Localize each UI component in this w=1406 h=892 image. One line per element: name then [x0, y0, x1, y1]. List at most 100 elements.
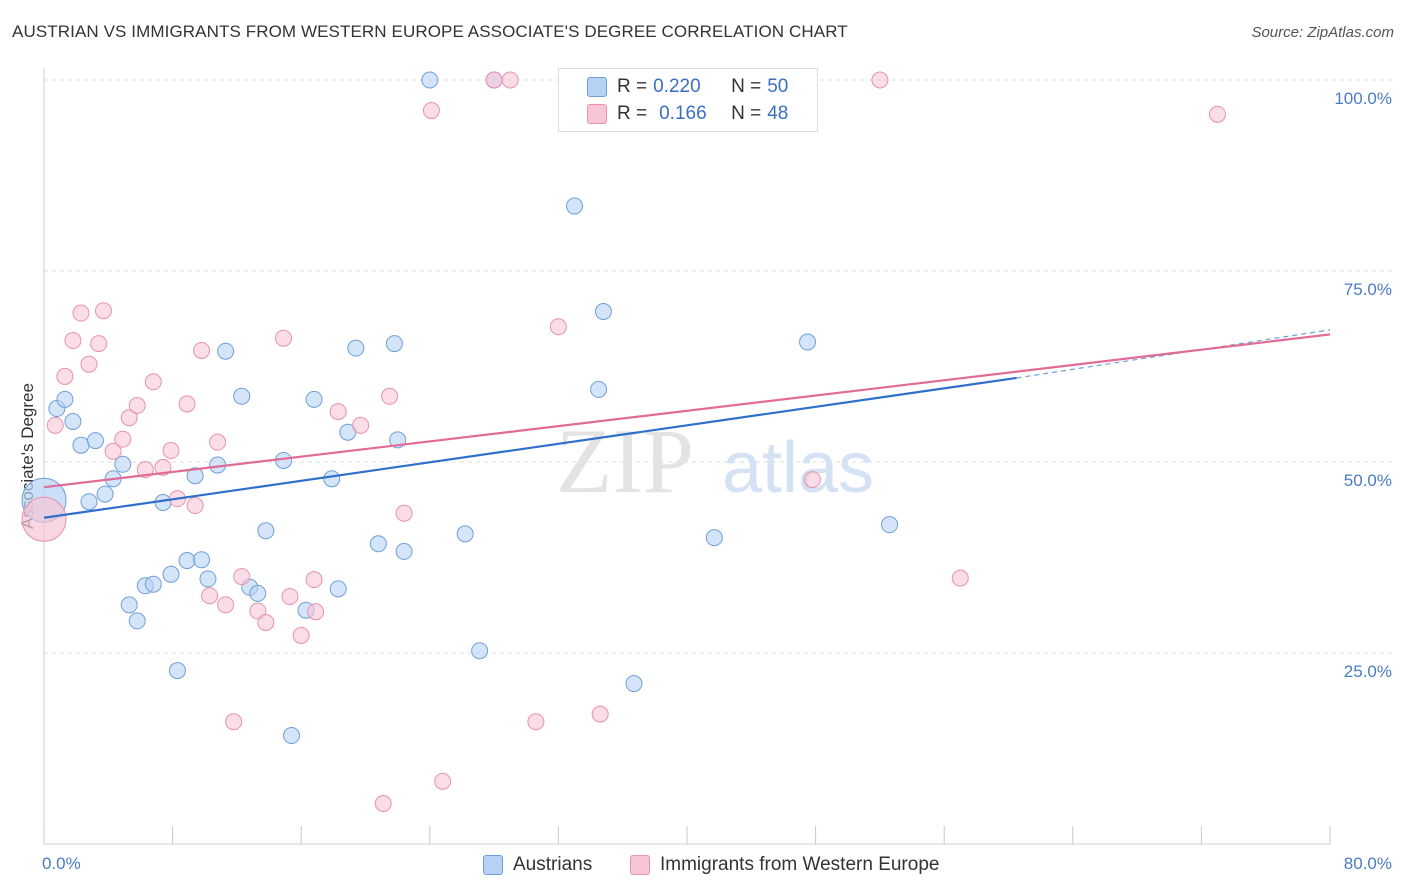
- trend-austrians-extension: [1016, 329, 1331, 379]
- data-point: [395, 542, 413, 560]
- y-tick-label: 75.0%: [1344, 280, 1392, 299]
- data-point: [144, 373, 162, 391]
- data-point: [257, 613, 275, 631]
- data-point: [120, 409, 138, 427]
- data-point: [193, 551, 211, 569]
- legend-swatch-austrians: [587, 77, 607, 97]
- data-point: [951, 569, 969, 587]
- data-point: [305, 390, 323, 408]
- data-point: [186, 467, 204, 485]
- series-immigrants: [21, 71, 1226, 813]
- data-point: [347, 339, 365, 357]
- n-label: N =: [731, 76, 762, 97]
- data-point: [96, 485, 114, 503]
- stats-row-austrians: R = 0.220 N = 50: [587, 75, 788, 99]
- r-label: R =: [617, 76, 648, 97]
- data-point: [199, 570, 217, 588]
- data-point: [329, 403, 347, 421]
- data-point: [799, 333, 817, 351]
- legend-swatch-immigrants: [630, 855, 650, 875]
- watermark-atlas: atlas: [722, 428, 874, 508]
- trend-lines: [43, 329, 1331, 519]
- data-point: [625, 675, 643, 693]
- data-point: [275, 329, 293, 347]
- data-point: [594, 302, 612, 320]
- data-point: [549, 318, 567, 336]
- data-point: [590, 380, 608, 398]
- data-point: [154, 458, 172, 476]
- legend-item-austrians: Austrians: [483, 852, 592, 878]
- data-point: [178, 552, 196, 570]
- data-point: [471, 642, 489, 660]
- data-point: [292, 626, 310, 644]
- n-value: 50: [767, 76, 789, 97]
- r-value: 0.166: [659, 103, 707, 124]
- y-tick-label: 100.0%: [1334, 89, 1392, 108]
- data-point: [94, 302, 112, 320]
- r-value: 0.220: [653, 76, 701, 97]
- trend-austrians: [43, 376, 1017, 519]
- data-point: [90, 335, 108, 353]
- legend-label-immigrants: Immigrants from Western Europe: [660, 854, 940, 875]
- data-point: [128, 612, 146, 630]
- stats-row-immigrants: R = 0.166 N = 48: [587, 102, 788, 126]
- data-point: [120, 596, 138, 614]
- data-point: [193, 341, 211, 359]
- data-point: [527, 713, 545, 731]
- data-point: [485, 71, 503, 89]
- data-point: [329, 580, 347, 598]
- data-point: [209, 433, 227, 451]
- data-point: [72, 304, 90, 322]
- data-point: [374, 795, 392, 813]
- data-point: [201, 587, 219, 605]
- r-label: R =: [617, 103, 648, 124]
- stats-legend: R = 0.220 N = 50 R = 0.166 N = 48: [558, 68, 818, 132]
- data-point: [257, 522, 275, 540]
- legend-swatch-austrians: [483, 855, 503, 875]
- data-point: [168, 662, 186, 680]
- legend-label-austrians: Austrians: [513, 854, 593, 875]
- data-point: [72, 436, 90, 454]
- legend-swatch-immigrants: [587, 104, 607, 124]
- data-point: [395, 504, 413, 522]
- data-point: [86, 432, 104, 450]
- data-point: [21, 496, 67, 542]
- data-point: [114, 430, 132, 448]
- legend-item-immigrants: Immigrants from Western Europe: [630, 852, 939, 878]
- source-label: Source: ZipAtlas.com: [1251, 24, 1394, 41]
- data-point: [281, 587, 299, 605]
- grid-lines: [44, 79, 1392, 654]
- data-point: [233, 568, 251, 586]
- data-point: [881, 516, 899, 534]
- chart-title: AUSTRIAN VS IMMIGRANTS FROM WESTERN EURO…: [12, 22, 848, 41]
- data-point: [64, 332, 82, 350]
- data-point: [1208, 105, 1226, 123]
- data-point: [307, 603, 325, 621]
- data-point: [871, 71, 889, 89]
- data-point: [456, 525, 474, 543]
- data-point: [128, 396, 146, 414]
- data-point: [114, 455, 132, 473]
- x-tick-label: 0.0%: [42, 854, 81, 873]
- watermark: ZIP atlas: [556, 410, 874, 512]
- data-point: [422, 102, 440, 120]
- data-point: [421, 71, 439, 89]
- data-point: [56, 367, 74, 385]
- data-point: [803, 471, 821, 489]
- data-point: [283, 727, 301, 745]
- data-point: [705, 529, 723, 547]
- tick-labels: 25.0% 50.0% 75.0% 100.0% 0.0% 80.0%: [42, 89, 1392, 873]
- data-point: [591, 705, 609, 723]
- data-point: [144, 575, 162, 593]
- data-point: [225, 713, 243, 731]
- data-point: [64, 413, 82, 431]
- data-point: [162, 442, 180, 460]
- data-point: [352, 416, 370, 434]
- data-point: [178, 395, 196, 413]
- trend-immigrants: [43, 333, 1331, 489]
- axes: [43, 68, 1331, 845]
- y-tick-label: 25.0%: [1344, 662, 1392, 681]
- data-point: [56, 390, 74, 408]
- data-point: [217, 342, 235, 360]
- data-point: [162, 565, 180, 583]
